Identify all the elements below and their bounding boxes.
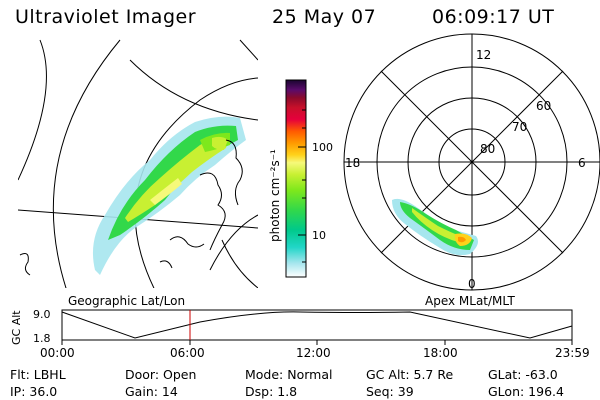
altitude-curve <box>61 311 573 339</box>
altitude-xtick-0600: 06:00 <box>170 346 205 360</box>
altitude-ytick-high: 9.0 <box>33 308 51 321</box>
mlt-label-18: 18 <box>345 156 360 170</box>
lat-label-60: 60 <box>536 99 551 113</box>
instrument-title: Ultraviolet Imager <box>15 6 197 28</box>
polar-panel-label: Apex MLat/MLT <box>425 294 515 308</box>
glon-info: GLon: 196.4 <box>488 384 564 399</box>
colorbar-unit-label: photon cm⁻²s⁻¹ <box>268 149 282 242</box>
altitude-ytick-low: 1.8 <box>33 332 51 345</box>
lat-label-80: 80 <box>480 142 495 156</box>
altitude-plot-frame <box>61 309 573 341</box>
filter-info: Flt: LBHL <box>10 367 66 382</box>
geo-panel-label: Geographic Lat/Lon <box>68 294 185 308</box>
glat-info: GLat: -63.0 <box>488 367 558 382</box>
mode-info: Mode: Normal <box>245 367 333 382</box>
seq-info: Seq: 39 <box>366 384 414 399</box>
colorbar <box>285 79 307 278</box>
altitude-xtick-1200: 12:00 <box>296 346 331 360</box>
colorbar-ticks <box>298 109 306 263</box>
geographic-map <box>18 39 258 288</box>
time-label: 06:09:17 UT <box>432 6 555 28</box>
altitude-xtick-2359: 23:59 <box>555 346 590 360</box>
altitude-ylabel: GC Alt <box>10 310 23 345</box>
altitude-plot-ticks <box>61 340 573 345</box>
gc-alt-info: GC Alt: 5.7 Re <box>366 367 454 382</box>
geo-aurora-emission <box>92 116 246 276</box>
polar-aurora-emission <box>392 198 478 256</box>
colorbar-tick-100: 100 <box>312 141 333 154</box>
lat-label-70: 70 <box>512 120 527 134</box>
gain-info: Gain: 14 <box>125 384 178 399</box>
altitude-xtick-1800: 18:00 <box>423 346 458 360</box>
mlt-label-0: 0 <box>468 277 476 291</box>
altitude-xtick-0000: 00:00 <box>40 346 75 360</box>
date-label: 25 May 07 <box>272 6 377 28</box>
ip-info: IP: 36.0 <box>10 384 58 399</box>
door-info: Door: Open <box>125 367 197 382</box>
colorbar-tick-10: 10 <box>312 229 326 242</box>
dsp-info: Dsp: 1.8 <box>245 384 298 399</box>
mlt-label-6: 6 <box>578 156 586 170</box>
mlt-label-12: 12 <box>476 48 491 62</box>
